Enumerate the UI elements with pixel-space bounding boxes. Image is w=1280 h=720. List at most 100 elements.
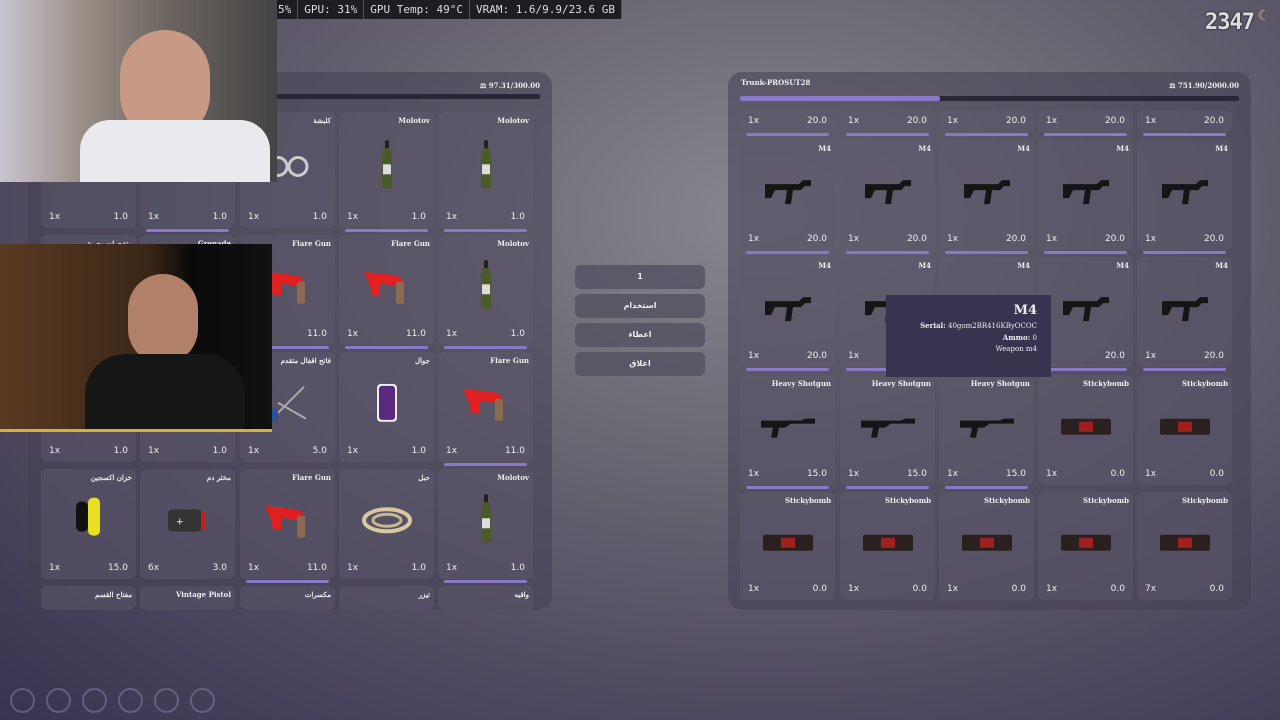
- player-weight-value: 97.31/300.00: [488, 81, 540, 90]
- player-slot[interactable]: مخثر دم + 6x 3.0: [140, 469, 235, 579]
- trunk-slot[interactable]: M4 1x 20.0: [1137, 257, 1232, 371]
- trunk-slot[interactable]: M4 1x 20.0: [740, 140, 835, 254]
- durability-bar: [345, 229, 428, 232]
- shotgun-icon: [860, 415, 915, 443]
- rifle-icon: [1061, 174, 1111, 212]
- trunk-slot[interactable]: Stickybomb 7x 0.0: [1137, 492, 1232, 600]
- close-button[interactable]: اغلاق: [575, 352, 705, 376]
- durability-bar: [444, 463, 527, 466]
- player-slot[interactable]: Molotov 1x 1.0: [438, 235, 533, 349]
- trunk-slot[interactable]: Heavy Shotgun 1x 15.0: [939, 375, 1034, 489]
- item-weight: 0.0: [1011, 584, 1026, 594]
- rifle-icon: [763, 174, 813, 212]
- give-button[interactable]: اعطاء: [575, 323, 705, 347]
- flaregun-icon: [461, 383, 511, 427]
- trunk-slot[interactable]: Stickybomb 1x 0.0: [939, 492, 1034, 600]
- item-weight: 11.0: [504, 446, 525, 456]
- player-slot[interactable]: Molotov 1x 1.0: [438, 469, 533, 583]
- trunk-slot[interactable]: 1x 20.0: [740, 110, 835, 136]
- durability-bar: [846, 251, 929, 254]
- item-weight: 20.0: [906, 234, 927, 244]
- trunk-slot[interactable]: Stickybomb 1x 0.0: [1038, 492, 1133, 600]
- tooltip-serial: Serial: 40gom2BR416KByOCOC: [900, 321, 1037, 330]
- durability-bar: [945, 251, 1028, 254]
- item-weight: 0.0: [1110, 584, 1125, 594]
- player-slot[interactable]: حبل 1x 1.0: [339, 469, 434, 579]
- player-slot[interactable]: Flare Gun 1x 11.0: [240, 469, 335, 583]
- player-slot[interactable]: Flare Gun 1x 11.0: [438, 352, 533, 466]
- player-slot[interactable]: مكسرات: [240, 586, 335, 610]
- item-quantity: 1x: [848, 584, 860, 594]
- bomb-icon: [1060, 533, 1111, 557]
- trunk-slot[interactable]: 1x 20.0: [840, 110, 935, 136]
- trunk-slot[interactable]: 1x 20.0: [939, 110, 1034, 136]
- player-slot[interactable]: تيزر: [339, 586, 434, 610]
- medkit-icon: +: [167, 508, 208, 538]
- item-weight: 0.0: [912, 584, 927, 594]
- durability-bar: [846, 133, 929, 136]
- shotgun-icon: [760, 415, 815, 443]
- player-slot[interactable]: Molotov 1x 1.0: [438, 112, 533, 232]
- use-button[interactable]: استخدام: [575, 294, 705, 318]
- tooltip-weapon: Weapon m4: [995, 345, 1037, 353]
- item-label: مكسرات: [304, 590, 331, 599]
- trunk-slot[interactable]: M4 1x 20.0: [1137, 140, 1232, 254]
- trunk-slot[interactable]: M4 1x 20.0: [740, 257, 835, 371]
- armor-icon: [46, 688, 71, 713]
- flaregun-icon: [362, 266, 412, 310]
- item-label: Stickybomb: [1083, 496, 1129, 505]
- trunk-slot[interactable]: Heavy Shotgun 1x 15.0: [740, 375, 835, 489]
- trunk-slot[interactable]: Stickybomb 1x 0.0: [740, 492, 835, 600]
- item-weight: 20.0: [1104, 234, 1125, 244]
- rifle-icon: [1061, 291, 1111, 329]
- player-slot[interactable]: Vintage Pistol: [140, 586, 235, 610]
- player-slot[interactable]: Flare Gun 1x 11.0: [339, 235, 434, 349]
- item-quantity: 1x: [1046, 234, 1058, 244]
- trunk-slot[interactable]: Stickybomb 1x 0.0: [840, 492, 935, 600]
- item-label: Grenade: [198, 239, 231, 248]
- gpu-stat: GPU: 31%: [298, 0, 365, 19]
- item-weight: 20.0: [906, 116, 927, 126]
- item-label: Heavy Shotgun: [871, 379, 931, 388]
- durability-bar: [945, 486, 1028, 489]
- phone-icon: [376, 383, 397, 426]
- stamina-icon: [190, 688, 215, 713]
- item-quantity: 1x: [848, 234, 860, 244]
- player-slot[interactable]: جوال 1x 1.0: [339, 352, 434, 462]
- item-label: جوال: [415, 356, 430, 365]
- player-slot[interactable]: خزان اكسجين 1x 15.0: [41, 469, 136, 579]
- item-label: Stickybomb: [1182, 379, 1228, 388]
- bomb-icon: [961, 533, 1012, 557]
- item-label: فاتح اقفال متقدم: [280, 356, 331, 365]
- trunk-slot[interactable]: Stickybomb 1x 0.0: [1038, 375, 1133, 485]
- trunk-slot[interactable]: M4 1x 20.0: [1038, 140, 1133, 254]
- trunk-slot[interactable]: 1x 20.0: [1137, 110, 1232, 136]
- cpu-stat: 5%: [272, 0, 299, 19]
- item-label: مفتاح القسم: [94, 590, 132, 599]
- rifle-icon: [863, 174, 913, 212]
- trunk-slot[interactable]: Stickybomb 1x 0.0: [1137, 375, 1232, 485]
- durability-bar: [246, 346, 329, 349]
- item-quantity: 1x: [748, 469, 760, 479]
- trunk-slot[interactable]: M4 20.0: [1038, 257, 1133, 371]
- item-label: Molotov: [497, 116, 529, 125]
- trunk-slot[interactable]: M4 1x 20.0: [840, 140, 935, 254]
- trunk-slot[interactable]: M4 1x 20.0: [939, 140, 1034, 254]
- player-weight: ⚖ 97.31/300.00: [480, 81, 540, 90]
- webcam-feed-1: [0, 0, 277, 182]
- item-quantity: 1x: [1046, 116, 1058, 126]
- item-label: M4: [1116, 144, 1129, 153]
- trunk-slot[interactable]: 1x 20.0: [1038, 110, 1133, 136]
- trunk-slot[interactable]: Heavy Shotgun 1x 15.0: [840, 375, 935, 489]
- item-label: M4: [918, 261, 931, 270]
- player-slot[interactable]: Molotov 1x 1.0: [339, 112, 434, 232]
- rifle-icon: [1160, 291, 1210, 329]
- item-label: Flare Gun: [391, 239, 430, 248]
- amount-input[interactable]: 1: [575, 265, 705, 289]
- player-slot[interactable]: مفتاح القسم: [41, 586, 136, 610]
- frame-border: [0, 429, 272, 432]
- player-slot[interactable]: واقيه: [438, 586, 533, 610]
- item-quantity: 1x: [1046, 584, 1058, 594]
- item-quantity: 1x: [748, 351, 760, 361]
- svg-text:+: +: [176, 518, 184, 528]
